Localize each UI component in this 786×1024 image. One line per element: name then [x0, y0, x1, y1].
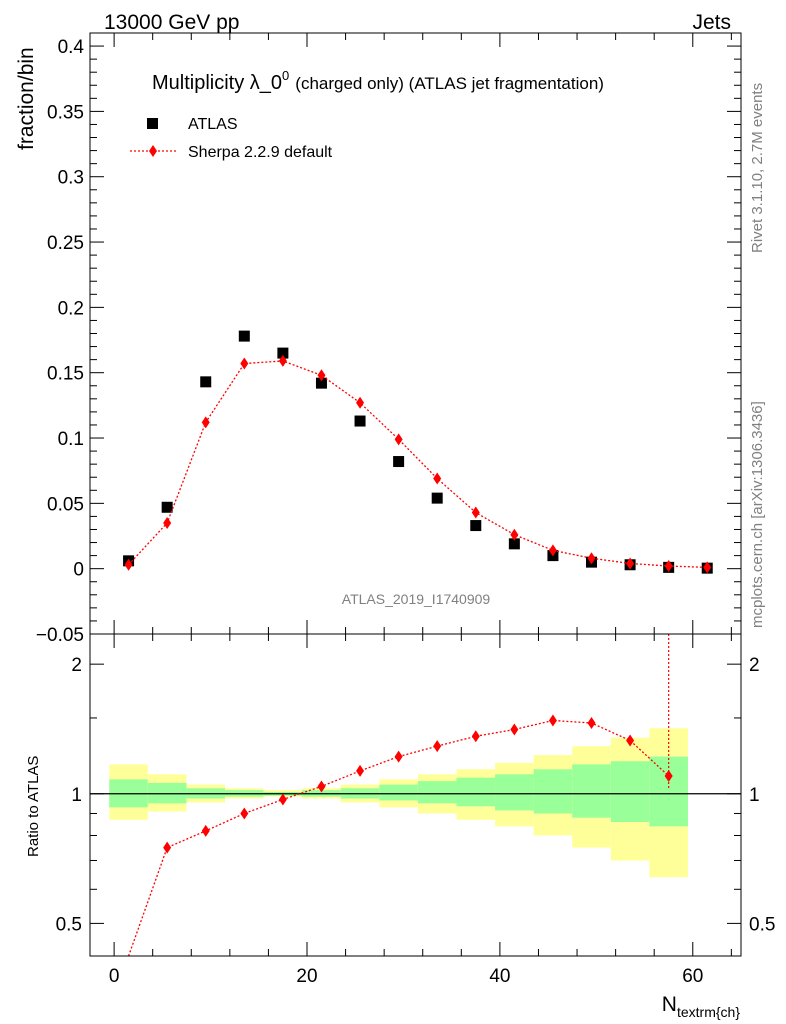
main-ytick-label: 0.4: [58, 37, 85, 58]
sherpa-point: [124, 558, 133, 571]
ratio-frame: [89, 633, 742, 957]
sherpa-point: [240, 357, 249, 370]
main-ytick-label: 0.15: [47, 364, 84, 385]
legend-atlas-marker: [147, 118, 158, 129]
main-ylabel: fraction/bin: [15, 47, 38, 150]
uncertainty-band-inner: [649, 756, 688, 827]
legend-atlas-label: ATLAS: [188, 116, 238, 133]
sherpa-point: [278, 354, 287, 367]
ratio-axis-ticks: 0 20 40 60 0.5 0.5 1 1 2 2: [56, 634, 775, 987]
atlas-data-point: [238, 330, 250, 342]
ratio-sherpa-point: [394, 750, 403, 763]
main-ytick-label: 0.25: [47, 233, 84, 254]
ratio-sherpa-point: [201, 824, 210, 837]
plot-title: Multiplicity λ_00 (charged only) (ATLAS j…: [152, 68, 604, 94]
sherpa-point: [163, 516, 172, 529]
sherpa-point: [394, 433, 403, 446]
ratio-sherpa-point: [278, 793, 287, 806]
uncertainty-band-inner: [572, 764, 611, 818]
ratio-sherpa-point: [471, 730, 480, 743]
energy-label: 13000 GeV pp: [104, 11, 239, 34]
legend: ATLAS Sherpa 2.2.9 default: [130, 116, 333, 161]
uncertainty-band-inner: [533, 769, 573, 814]
ratio-ytick-label-right: 2: [749, 655, 760, 676]
atlas-data-point: [315, 377, 327, 389]
main-ytick-label: −0.05: [36, 625, 84, 646]
ratio-ytick-label: 2: [71, 655, 82, 676]
ratio-sherpa-point: [240, 807, 249, 820]
uncertainty-band-inner: [147, 782, 187, 804]
ratio-ytick-label: 0.5: [56, 914, 82, 935]
atlas-data-point: [161, 501, 173, 513]
sherpa-point: [664, 560, 673, 573]
main-ytick-label: 0.1: [58, 429, 84, 450]
analysis-id: ATLAS_2019_I1740909: [342, 591, 491, 607]
sherpa-point: [317, 369, 326, 382]
uncertainty-band-inner: [417, 781, 457, 804]
uncertainty-band-inner: [610, 761, 650, 822]
ratio-ytick-label-right: 1: [749, 785, 760, 806]
ratio-sherpa-point: [548, 714, 557, 727]
x-axis-label: Ntextrm{ch}: [662, 993, 741, 1020]
ratio-ytick-label-right: 0.5: [749, 914, 775, 935]
ratio-sherpa-point: [433, 740, 442, 753]
sherpa-line: [128, 360, 708, 569]
ratio-ytick-label: 1: [71, 785, 82, 806]
sherpa-point: [626, 557, 635, 570]
uncertainty-band-inner: [379, 784, 418, 801]
uncertainty-band-inner: [495, 774, 534, 811]
atlas-data-point: [470, 520, 482, 532]
atlas-data-point: [393, 456, 405, 468]
sherpa-point: [356, 396, 365, 409]
sherpa-point: [510, 528, 519, 541]
main-ytick-label: 0.2: [58, 298, 84, 319]
sherpa-point: [703, 561, 712, 574]
ratio-sherpa-point: [163, 841, 172, 854]
ratio-plot-area: [90, 634, 741, 957]
ratio-panel: 0 20 40 60 0.5 0.5 1 1 2 2 Ratio to ATLAS: [25, 633, 775, 987]
main-ytick-label: 0.05: [47, 494, 84, 515]
sherpa-point: [433, 472, 442, 485]
main-plot-area: [123, 330, 713, 574]
atlas-data-point: [431, 492, 443, 504]
legend-sherpa-label: Sherpa 2.2.9 default: [188, 144, 333, 161]
main-panel: −0.05 0 0.05 0.1 0.15 0.2 0.25 0.3 0.35 0.4 Multi…: [15, 32, 742, 646]
main-ytick-label: 0.35: [47, 102, 84, 123]
legend-sherpa-marker: [149, 145, 157, 157]
sherpa-point: [587, 552, 596, 565]
ratio-sherpa-line: [127, 719, 670, 957]
atlas-data-point: [277, 347, 289, 359]
rivet-label: Rivet 3.1.10, 2.7M events: [749, 83, 766, 253]
sherpa-point: [471, 506, 480, 519]
uncertainty-band-inner: [456, 777, 496, 807]
ratio-sherpa-point: [587, 717, 596, 730]
xtick-label: 60: [682, 966, 703, 987]
xtick-label: 40: [489, 966, 510, 987]
ratio-sherpa-point: [317, 780, 326, 793]
main-ytick-label: 0.3: [58, 168, 84, 189]
ratio-sherpa-point: [664, 769, 673, 782]
source-label: mcplots.cern.ch [arXiv:1306.3436]: [749, 401, 766, 628]
ratio-ylabel: Ratio to ATLAS: [25, 756, 42, 857]
atlas-data-point: [508, 538, 520, 550]
ratio-sherpa-point: [356, 764, 365, 777]
process-label: Jets: [692, 11, 731, 34]
ratio-sherpa-point: [626, 734, 635, 747]
xtick-label: 0: [109, 966, 120, 987]
xtick-label: 20: [296, 966, 317, 987]
atlas-data-point: [200, 376, 212, 388]
sherpa-point: [201, 416, 210, 429]
main-ytick-label: 0: [73, 560, 84, 581]
main-axis-ticks: −0.05 0 0.05 0.1 0.15 0.2 0.25 0.3 0.35 0.4: [36, 33, 741, 646]
ratio-sherpa-point: [510, 723, 519, 736]
sherpa-point: [548, 544, 557, 557]
atlas-data-point: [354, 415, 366, 427]
